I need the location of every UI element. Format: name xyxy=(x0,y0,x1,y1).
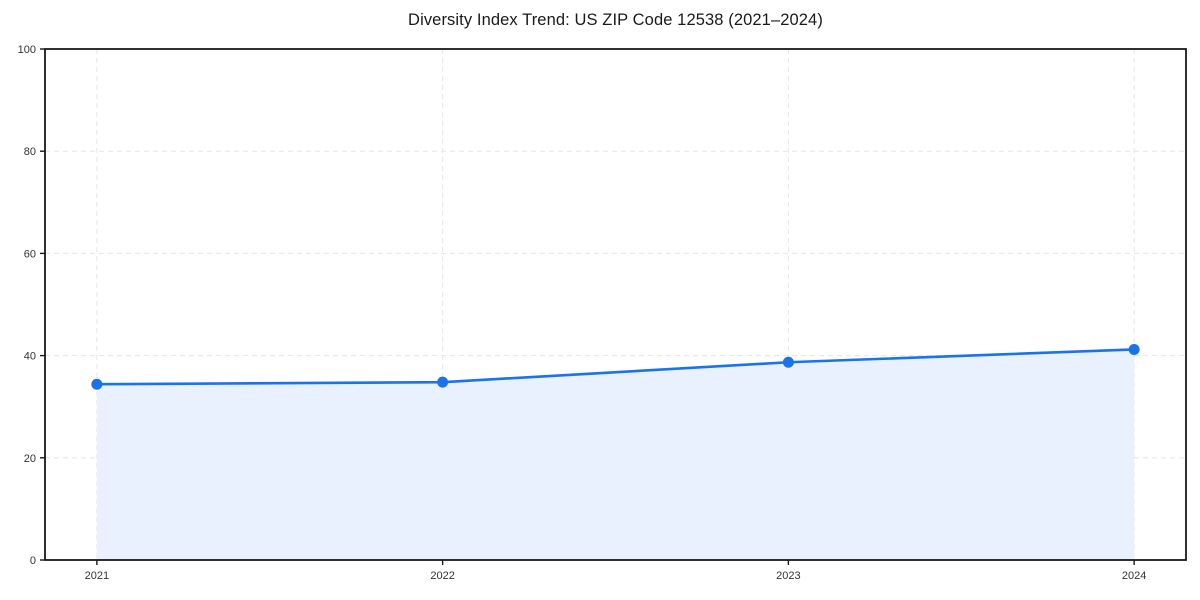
x-axis-tick-label: 2021 xyxy=(85,570,109,582)
y-axis-tick-label: 80 xyxy=(24,146,36,158)
y-axis-tick-label: 20 xyxy=(24,453,36,465)
y-axis-tick-label: 60 xyxy=(24,248,36,260)
x-axis-tick-label: 2023 xyxy=(776,570,800,582)
data-point-2021 xyxy=(91,378,103,390)
trend-line xyxy=(95,348,1136,386)
x-axis-tick-label: 2024 xyxy=(1122,570,1146,582)
x-axis-tick-label: 2022 xyxy=(430,570,454,582)
area-fill xyxy=(96,349,1135,560)
y-axis-tick-label: 0 xyxy=(30,555,36,567)
y-axis-tick-label: 40 xyxy=(24,351,36,363)
data-point-2023 xyxy=(782,356,794,368)
data-point-2024 xyxy=(1128,343,1140,355)
data-point-2022 xyxy=(437,376,449,388)
chart-title: Diversity Index Trend: US ZIP Code 12538… xyxy=(408,11,823,29)
y-axis-tick-label: 100 xyxy=(18,44,36,56)
plot-border xyxy=(44,48,1187,561)
